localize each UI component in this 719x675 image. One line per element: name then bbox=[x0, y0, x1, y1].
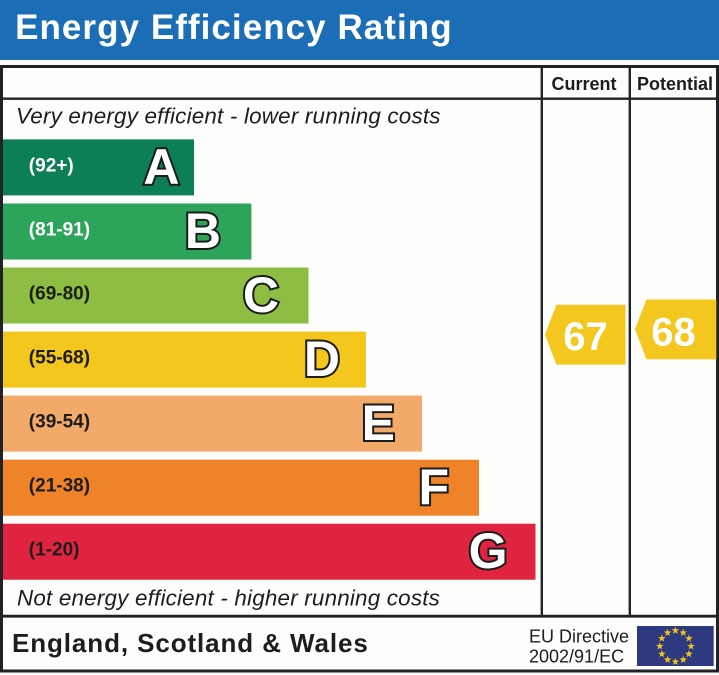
svg-text:68: 68 bbox=[651, 310, 696, 354]
svg-text:D: D bbox=[304, 331, 340, 387]
svg-text:Potential: Potential bbox=[637, 74, 713, 94]
svg-text:A: A bbox=[143, 139, 179, 195]
svg-text:(55-68): (55-68) bbox=[29, 348, 90, 369]
svg-text:(21-38): (21-38) bbox=[29, 476, 90, 497]
svg-text:Not energy efficient - higher: Not energy efficient - higher running co… bbox=[17, 586, 440, 611]
svg-text:G: G bbox=[469, 523, 508, 579]
svg-text:B: B bbox=[185, 203, 221, 259]
svg-text:(39-54): (39-54) bbox=[29, 412, 90, 433]
svg-text:67: 67 bbox=[563, 315, 608, 359]
svg-text:(92+): (92+) bbox=[29, 155, 74, 176]
svg-text:Very energy efficient - lower: Very energy efficient - lower running co… bbox=[16, 104, 441, 129]
svg-text:England, Scotland & Wales: England, Scotland & Wales bbox=[12, 628, 369, 658]
svg-text:Energy Efficiency Rating: Energy Efficiency Rating bbox=[15, 8, 453, 47]
svg-text:(1-20): (1-20) bbox=[29, 540, 80, 561]
svg-text:Current: Current bbox=[551, 74, 616, 94]
svg-text:E: E bbox=[362, 395, 395, 451]
svg-text:C: C bbox=[243, 267, 279, 323]
svg-text:(69-80): (69-80) bbox=[29, 284, 90, 305]
svg-text:(81-91): (81-91) bbox=[29, 220, 90, 241]
svg-text:EU Directive: EU Directive bbox=[529, 626, 629, 646]
svg-text:2002/91/EC: 2002/91/EC bbox=[529, 646, 624, 666]
svg-text:F: F bbox=[418, 459, 449, 515]
